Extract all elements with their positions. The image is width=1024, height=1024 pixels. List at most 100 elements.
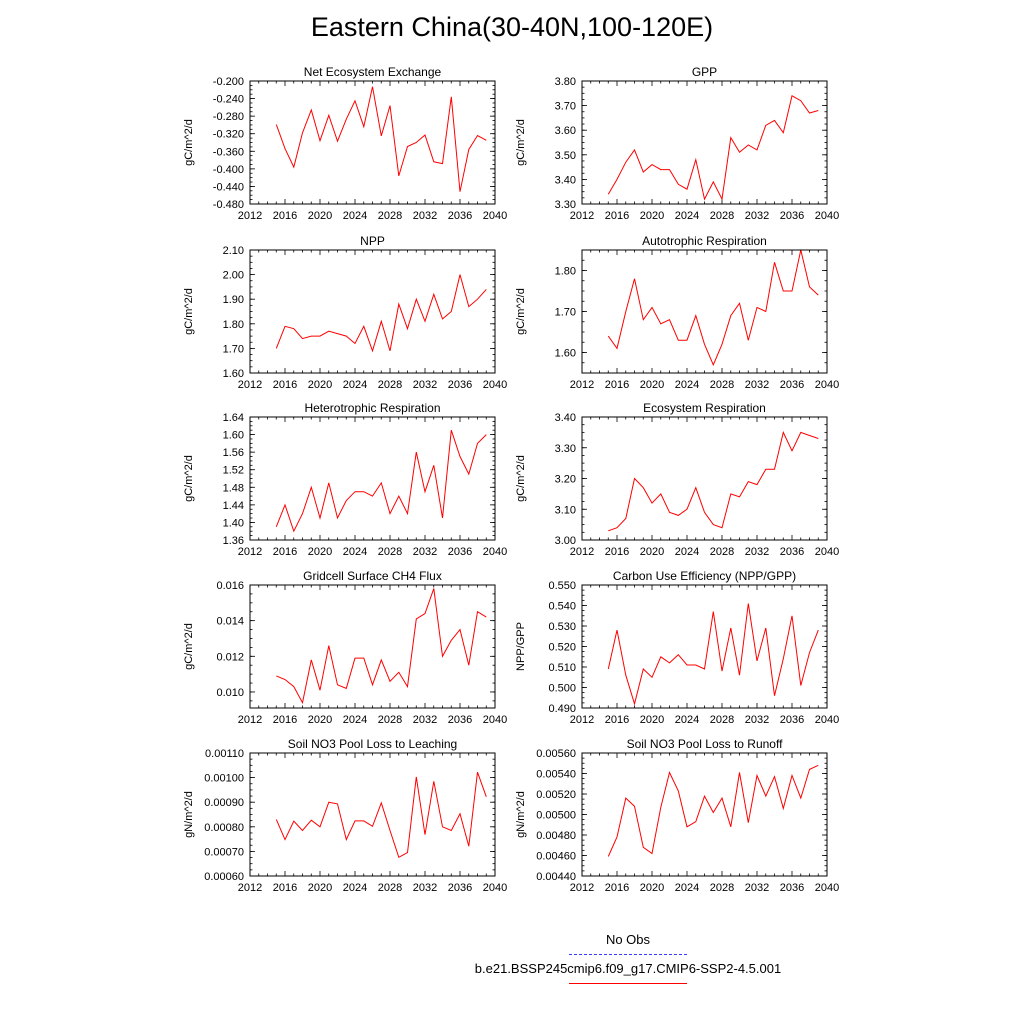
x-tick-label: 2020: [640, 546, 664, 558]
y-tick-label: 0.510: [548, 662, 576, 674]
y-axis-label: gC/m^2/d: [183, 623, 195, 670]
legend-obs-line: [569, 954, 687, 955]
panel-title: Autotrophic Respiration: [642, 234, 767, 248]
x-tick-label: 2032: [413, 379, 437, 391]
chart-panel: GPP gC/m^2/d 2012 2016 2020 2024 2028 2032 2036 2…: [515, 65, 839, 222]
x-tick-label: 2028: [710, 379, 734, 391]
plot-frame: [581, 249, 828, 374]
y-axis-label: gC/m^2/d: [515, 288, 527, 335]
x-tick-label: 2032: [745, 379, 769, 391]
y-tick-label: 0.016: [216, 580, 244, 592]
y-tick-label: -0.440: [213, 181, 244, 193]
y-tick-label: 1.80: [223, 319, 244, 331]
x-tick-label: 2040: [483, 882, 507, 894]
x-tick-label: 2020: [640, 882, 664, 894]
x-tick-label: 2028: [378, 379, 402, 391]
x-tick-label: 2028: [710, 546, 734, 558]
x-tick-label: 2016: [605, 210, 629, 222]
figure-title: Eastern China(30-40N,100-120E): [310, 12, 714, 42]
y-tick-label: 0.00070: [204, 846, 244, 858]
y-tick-label: 0.540: [548, 601, 576, 613]
y-axis-label: gC/m^2/d: [183, 455, 195, 502]
y-tick-label: 1.40: [223, 517, 244, 529]
x-tick-label: 2024: [343, 714, 367, 726]
y-tick-label: 1.60: [223, 430, 244, 442]
chart-panel: Ecosystem Respiration gC/m^2/d 2012 2016 202…: [515, 401, 839, 558]
x-tick-label: 2012: [238, 882, 262, 894]
x-tick-label: 2040: [815, 379, 839, 391]
y-tick-label: 2.00: [223, 270, 244, 282]
y-tick-label: 3.40: [555, 412, 576, 424]
y-tick-label: 0.00560: [536, 748, 576, 760]
x-tick-label: 2024: [343, 210, 367, 222]
y-tick-label: 0.014: [216, 616, 244, 628]
chart-panel: Carbon Use Efficiency (NPP/GPP) NPP/GPP 20…: [515, 569, 839, 726]
y-tick-label: 0.010: [216, 687, 244, 699]
x-tick-label: 2012: [570, 882, 594, 894]
x-tick-label: 2012: [238, 210, 262, 222]
y-tick-label: 0.530: [548, 621, 576, 633]
series-line: [607, 764, 819, 857]
x-tick-label: 2020: [640, 714, 664, 726]
plot-frame: [249, 80, 496, 205]
y-tick-label: 3.10: [555, 504, 576, 516]
x-tick-label: 2012: [570, 714, 594, 726]
y-tick-label: 0.00540: [536, 769, 576, 781]
x-tick-label: 2032: [745, 714, 769, 726]
x-tick-label: 2032: [745, 546, 769, 558]
y-tick-label: 3.20: [555, 474, 576, 486]
y-axis-label: gC/m^2/d: [515, 455, 527, 502]
x-tick-label: 2036: [780, 379, 804, 391]
y-tick-label: -0.320: [213, 129, 244, 141]
x-tick-label: 2024: [675, 546, 699, 558]
plot-frame: [249, 584, 496, 709]
x-tick-label: 2016: [605, 546, 629, 558]
x-tick-label: 2016: [273, 714, 297, 726]
x-tick-label: 2040: [815, 714, 839, 726]
series-line: [275, 430, 487, 533]
y-tick-label: 3.60: [555, 125, 576, 137]
x-tick-label: 2012: [570, 546, 594, 558]
y-tick-label: -0.200: [213, 76, 244, 88]
y-tick-label: 0.012: [216, 651, 244, 663]
legend-obs-label: No Obs: [605, 932, 651, 947]
x-tick-label: 2020: [640, 379, 664, 391]
y-tick-label: 2.10: [223, 245, 244, 257]
x-tick-label: 2024: [675, 379, 699, 391]
y-tick-label: 3.30: [555, 443, 576, 455]
y-axis-label: NPP/GPP: [515, 622, 527, 671]
y-tick-label: 0.00500: [536, 810, 576, 822]
x-tick-label: 2040: [483, 210, 507, 222]
y-tick-label: 1.70: [223, 343, 244, 355]
panel-title: Soil NO3 Pool Loss to Leaching: [288, 737, 457, 751]
x-tick-label: 2020: [308, 882, 332, 894]
y-axis-label: gC/m^2/d: [183, 119, 195, 166]
y-tick-label: 3.30: [555, 199, 576, 211]
x-tick-label: 2036: [448, 379, 472, 391]
x-tick-label: 2028: [378, 714, 402, 726]
x-tick-label: 2040: [483, 714, 507, 726]
y-tick-label: 1.36: [223, 535, 244, 547]
y-tick-label: -0.400: [213, 164, 244, 176]
x-tick-label: 2016: [605, 714, 629, 726]
x-tick-label: 2012: [238, 379, 262, 391]
x-tick-label: 2036: [448, 546, 472, 558]
plot-frame: [581, 80, 828, 205]
x-tick-label: 2036: [448, 210, 472, 222]
y-axis-label: gN/m^2/d: [183, 791, 195, 838]
y-tick-label: 0.00110: [205, 748, 244, 760]
x-tick-label: 2024: [675, 714, 699, 726]
plot-frame: [249, 416, 496, 541]
y-tick-label: -0.480: [213, 199, 244, 211]
y-axis-label: gC/m^2/d: [515, 119, 527, 166]
y-tick-label: 1.48: [223, 482, 244, 494]
y-tick-label: 1.80: [555, 266, 576, 278]
y-tick-label: 1.56: [223, 447, 244, 459]
plot-frame: [249, 249, 496, 374]
x-tick-label: 2036: [448, 714, 472, 726]
x-tick-label: 2032: [745, 210, 769, 222]
y-tick-label: 1.60: [223, 368, 244, 380]
panel-title: Soil NO3 Pool Loss to Runoff: [627, 737, 784, 751]
x-tick-label: 2028: [378, 882, 402, 894]
